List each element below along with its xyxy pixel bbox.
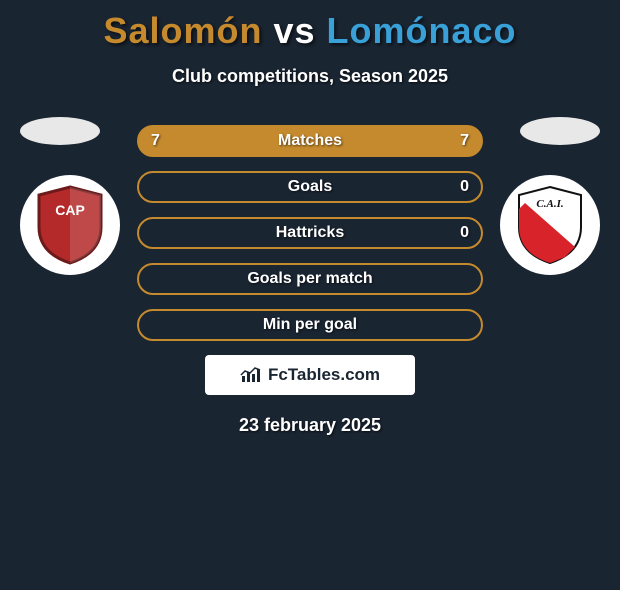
chart-icon xyxy=(240,366,262,384)
stat-row: Hattricks 0 xyxy=(137,217,483,249)
stat-label: Goals per match xyxy=(247,270,372,288)
page-title: Salomón vs Lomónaco xyxy=(0,10,620,52)
svg-text:C.A.I.: C.A.I. xyxy=(536,198,563,210)
subtitle: Club competitions, Season 2025 xyxy=(0,66,620,87)
flag-left-icon xyxy=(20,117,100,145)
stat-right-value: 0 xyxy=(460,178,469,196)
player2-name: Lomónaco xyxy=(327,10,517,51)
stat-row: Goals 0 xyxy=(137,171,483,203)
stat-right-value: 7 xyxy=(460,132,469,150)
watermark-label: FcTables.com xyxy=(268,365,380,385)
player1-name: Salomón xyxy=(103,10,262,51)
date-label: 23 february 2025 xyxy=(0,415,620,436)
stat-label: Min per goal xyxy=(263,316,357,334)
club-badge-right: C.A.I. xyxy=(500,175,600,275)
stat-left-value: 7 xyxy=(151,132,160,150)
watermark: FcTables.com xyxy=(205,355,415,395)
flag-right-icon xyxy=(520,117,600,145)
stat-right-value: 0 xyxy=(460,224,469,242)
stats-area: CAP C.A.I. 7Matches7Goals0Hattricks0Goal… xyxy=(0,125,620,436)
stat-label: Hattricks xyxy=(276,224,344,242)
vs-label: vs xyxy=(273,10,315,51)
stat-row: Goals per match xyxy=(137,263,483,295)
stat-row: 7 Matches 7 xyxy=(137,125,483,157)
stat-label: Goals xyxy=(288,178,332,196)
club-badge-left: CAP xyxy=(20,175,120,275)
shield-right-icon: C.A.I. xyxy=(515,185,585,265)
shield-left-icon: CAP xyxy=(35,185,105,265)
stat-row: Min per goal xyxy=(137,309,483,341)
stat-label: Matches xyxy=(278,132,342,150)
svg-text:CAP: CAP xyxy=(55,202,85,218)
